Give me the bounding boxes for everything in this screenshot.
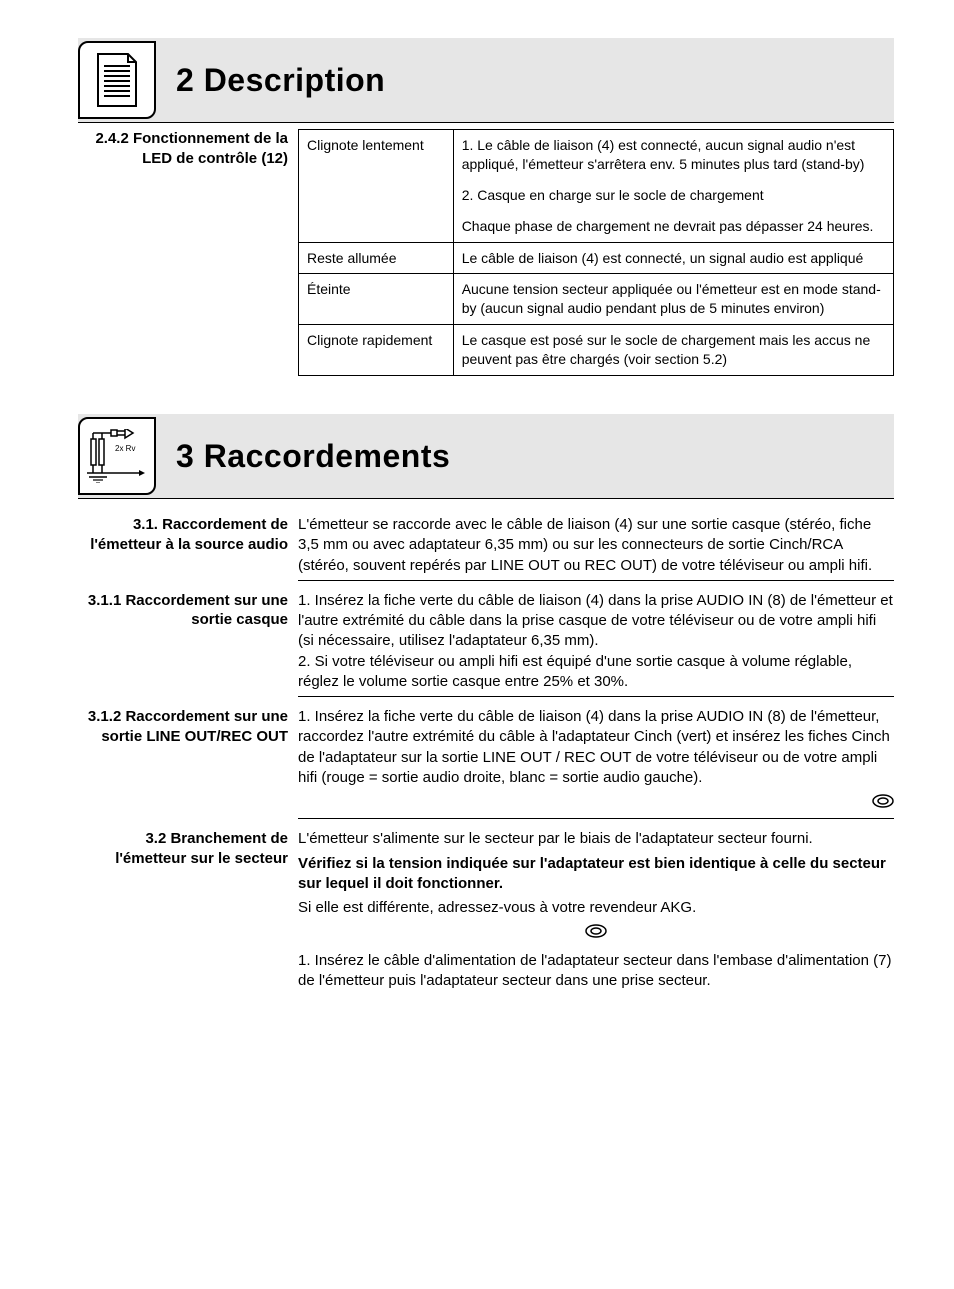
led-cell-2-1: Chaque phase de chargement ne devrait pa… bbox=[453, 211, 893, 242]
led-cell-0-0: Clignote lentement bbox=[299, 130, 454, 243]
heading-3-1-1: 3.1.1 Raccordement sur une sortie casque bbox=[78, 591, 288, 630]
row-3-1-1: 3.1.1 Raccordement sur une sortie casque… bbox=[78, 591, 894, 707]
led-cell-4-0: Éteinte bbox=[299, 274, 454, 325]
heading-2-4-2: 2.4.2 Fonctionnement de la LED de contrô… bbox=[78, 129, 288, 168]
svg-text:2x Rv: 2x Rv bbox=[115, 444, 135, 453]
heading-3-1: 3.1. Raccordement de l'émetteur à la sou… bbox=[78, 515, 288, 554]
led-cell-5-1: Le casque est posé sur le socle de charg… bbox=[453, 325, 893, 376]
row-2-4-2: 2.4.2 Fonctionnement de la LED de contrô… bbox=[78, 129, 894, 376]
section-3-header: 2x Rv 3 Raccordements bbox=[78, 414, 894, 499]
body-3-1-1: 1. Insérez la fiche verte du câble de li… bbox=[298, 591, 894, 692]
body-3-2-b: Vérifiez si la tension indiquée sur l'ad… bbox=[298, 854, 894, 895]
body-3-2-d: 1. Insérez le câble d'alimentation de l'… bbox=[298, 951, 894, 992]
led-cell-0-1: 1. Le câble de liaison (4) est connecté,… bbox=[453, 130, 893, 180]
led-cell-1-1: 2. Casque en charge sur le socle de char… bbox=[453, 180, 893, 211]
body-3-2-c: Si elle est différente, adressez-vous à … bbox=[298, 898, 894, 918]
row-3-1-2: 3.1.2 Raccordement sur une sortie LINE O… bbox=[78, 707, 894, 829]
led-cell-4-1: Aucune tension secteur appliquée ou l'ém… bbox=[453, 274, 893, 325]
section-2-title: 2 Description bbox=[176, 62, 385, 99]
section-2-header: 2 Description bbox=[78, 38, 894, 123]
double-insulation-icon-2 bbox=[585, 924, 607, 944]
document-icon bbox=[78, 41, 156, 119]
body-3-1-2: 1. Insérez la fiche verte du câble de li… bbox=[298, 707, 894, 788]
led-cell-3-1: Le câble de liaison (4) est connecté, un… bbox=[453, 242, 893, 274]
led-cell-3-0: Reste allumée bbox=[299, 242, 454, 274]
led-cell-5-0: Clignote rapidement bbox=[299, 325, 454, 376]
double-insulation-icon bbox=[872, 794, 894, 814]
heading-3-1-2: 3.1.2 Raccordement sur une sortie LINE O… bbox=[78, 707, 288, 746]
led-table: Clignote lentement 1. Le câble de liaiso… bbox=[298, 129, 894, 376]
section-3-title: 3 Raccordements bbox=[176, 438, 450, 475]
body-3-1: L'émetteur se raccorde avec le câble de … bbox=[298, 515, 894, 576]
body-3-2-a: L'émetteur s'alimente sur le secteur par… bbox=[298, 829, 894, 849]
heading-3-2: 3.2 Branchement de l'émetteur sur le sec… bbox=[78, 829, 288, 868]
row-3-1: 3.1. Raccordement de l'émetteur à la sou… bbox=[78, 515, 894, 591]
circuit-icon: 2x Rv bbox=[78, 417, 156, 495]
row-3-2: 3.2 Branchement de l'émetteur sur le sec… bbox=[78, 829, 894, 995]
